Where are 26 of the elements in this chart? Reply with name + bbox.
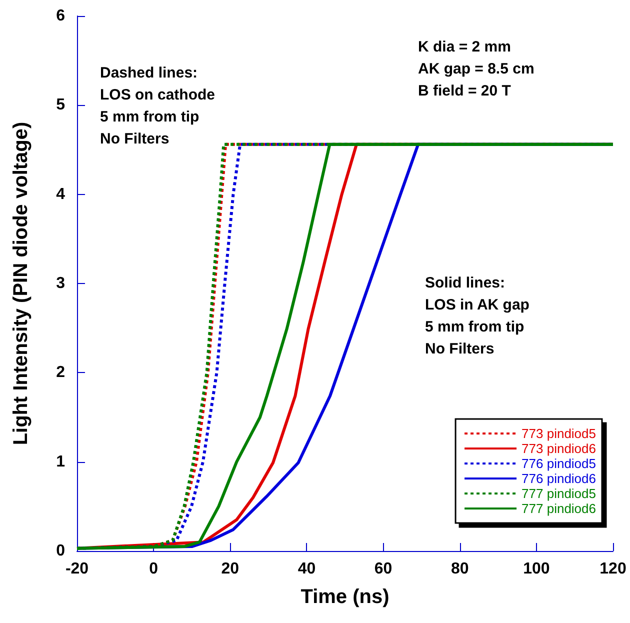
legend-label: 777 pindiod5 <box>522 486 596 501</box>
y-tick-label: 3 <box>56 275 66 292</box>
y-tick-label: 5 <box>56 96 66 114</box>
x-tick-label: 60 <box>374 560 392 578</box>
annotation: Dashed lines: LOS on cathode 5 mm from tip No Filters <box>100 64 216 148</box>
annotation: K dia = 2 mm AK gap = 8.5 cm B field = 20 T <box>418 38 534 100</box>
x-tick-label: 20 <box>221 560 240 578</box>
y-tick-label: 6 <box>56 8 66 24</box>
x-tick-label: 100 <box>523 560 550 578</box>
x-tick-label: -20 <box>65 560 89 578</box>
legend-label: 776 pindiod6 <box>522 471 596 486</box>
y-tick-label: 1 <box>56 453 66 470</box>
y-tick-label: 0 <box>56 542 66 560</box>
legend-label: 777 pindiod6 <box>522 501 596 516</box>
x-tick-label: 0 <box>149 560 158 578</box>
x-axis-title: Time (ns) <box>300 586 390 608</box>
x-tick-label: 120 <box>600 560 626 578</box>
annotation: Solid lines: LOS in AK gap 5 mm from tip No Filters <box>425 274 530 358</box>
x-tick-label: 40 <box>298 560 316 578</box>
legend-label: 773 pindiod5 <box>522 426 596 441</box>
y-tick-label: 2 <box>56 364 66 382</box>
x-tick-label: 80 <box>450 560 469 578</box>
y-axis-title: Light Intensity (PIN diode voltage) <box>10 122 32 446</box>
legend-label: 776 pindiod5 <box>522 456 596 471</box>
legend-label: 773 pindiod6 <box>522 441 596 456</box>
y-tick-label: 4 <box>56 186 66 203</box>
